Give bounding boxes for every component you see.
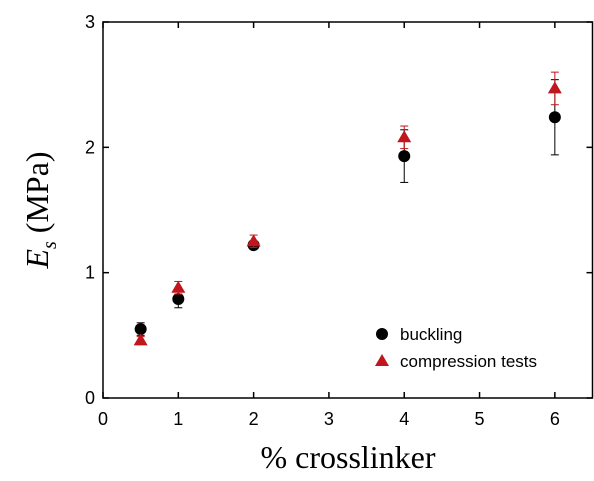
x-axis-label: % crosslinker [260,439,435,475]
y-label-symbol: E [19,249,55,270]
plot-frame [102,21,594,399]
y-axis-label: Es (MPa) [19,151,61,269]
x-tick-label: 0 [98,409,108,429]
point [133,333,148,346]
legend-label: compression tests [400,352,537,371]
point [171,280,186,293]
y-tick-label: 1 [85,263,95,283]
x-tick-label: 6 [550,409,560,429]
legend-marker [376,328,388,340]
x-tick-label: 5 [475,409,485,429]
point [548,111,561,124]
x-tick-label: 4 [399,409,409,429]
point [134,323,147,336]
y-tick-label: 2 [85,137,95,157]
point [397,130,412,143]
point [172,292,185,305]
point [398,150,411,163]
y-tick-label: 3 [85,12,95,32]
point [547,81,562,94]
point [246,234,261,247]
x-tick-label: 3 [324,409,334,429]
y-label-subscript: s [39,241,61,249]
legend-marker [375,354,389,366]
y-tick-label: 0 [85,388,95,408]
legend-label: buckling [400,325,462,344]
x-tick-label: 2 [249,409,259,429]
y-label-unit: (MPa) [19,151,55,233]
x-tick-label: 1 [173,409,183,429]
